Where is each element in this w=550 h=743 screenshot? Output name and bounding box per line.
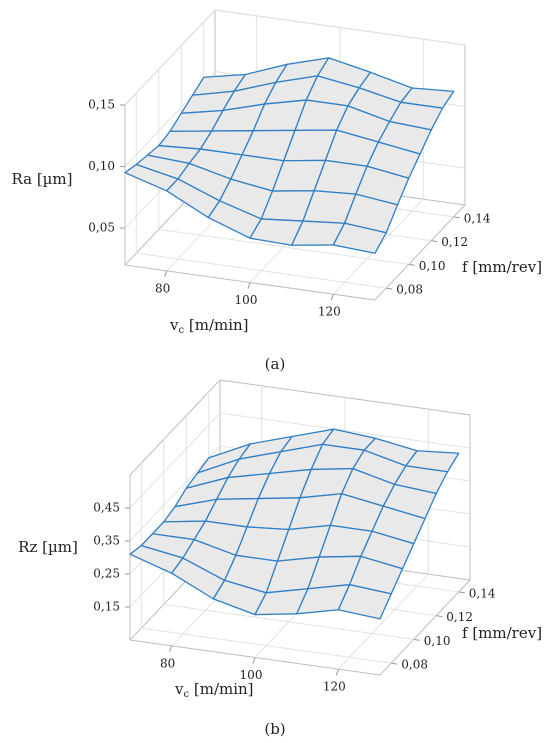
y-grid-line bbox=[135, 93, 387, 289]
y-tick bbox=[453, 216, 460, 219]
y-tick-label: 0,08 bbox=[396, 283, 423, 297]
x-axis-label-part: v bbox=[169, 316, 179, 334]
surface-cell bbox=[337, 584, 392, 620]
box-edge bbox=[129, 379, 221, 476]
x-tick-label: 100 bbox=[235, 293, 258, 307]
y-tick-label: 0,10 bbox=[424, 634, 451, 648]
x-tick bbox=[330, 294, 334, 301]
y-tick bbox=[413, 638, 420, 641]
z-axis-label: Ra [µm] bbox=[11, 170, 72, 188]
y-axis-label: f [mm/rev] bbox=[462, 624, 542, 642]
x-axis-label: vc [m/min] bbox=[169, 316, 249, 336]
caption: (a) bbox=[265, 355, 286, 373]
y-tick bbox=[436, 615, 443, 618]
x-axis-label: vc [m/min] bbox=[174, 680, 254, 700]
z-tick-label: 0,15 bbox=[93, 600, 120, 614]
x-axis-label-part: v bbox=[174, 680, 184, 698]
box-edge bbox=[374, 204, 466, 301]
x-tick-label: 80 bbox=[155, 281, 170, 295]
caption: (b) bbox=[264, 720, 285, 738]
y-grid-line bbox=[163, 439, 414, 640]
surface-cell bbox=[332, 222, 387, 254]
x-tick-label: 80 bbox=[160, 656, 175, 670]
y-tick-label: 0,12 bbox=[446, 610, 473, 624]
x-tick-label: 100 bbox=[240, 668, 263, 682]
z-tick-label: 0,10 bbox=[88, 159, 115, 173]
y-tick bbox=[408, 263, 415, 266]
y-tick-label: 0,14 bbox=[464, 211, 491, 225]
x-axis-label-part: c bbox=[183, 689, 189, 700]
z-tick-label: 0,25 bbox=[93, 567, 120, 581]
y-grid-line bbox=[140, 463, 392, 664]
x-axis-label-part: [m/min] bbox=[189, 680, 253, 698]
x-tick bbox=[252, 657, 256, 664]
box-edge bbox=[379, 579, 471, 676]
y-axis-label: f [mm/rev] bbox=[462, 258, 542, 276]
y-tick-label: 0,08 bbox=[401, 658, 428, 672]
z-grid-line bbox=[129, 412, 471, 509]
x-tick-label: 120 bbox=[318, 305, 341, 319]
z-grid-line bbox=[124, 9, 466, 106]
y-grid-line bbox=[158, 69, 409, 265]
y-tick-label: 0,14 bbox=[469, 586, 496, 600]
x-axis-label-part: [m/min] bbox=[184, 316, 248, 334]
x-tick bbox=[247, 282, 251, 289]
y-tick bbox=[386, 287, 393, 290]
x-axis-label-part: c bbox=[178, 325, 184, 336]
x-tick bbox=[335, 669, 339, 676]
x-tick-label: 120 bbox=[323, 680, 346, 694]
z-tick-label: 0,45 bbox=[93, 501, 120, 515]
x-tick bbox=[164, 270, 168, 277]
y-tick bbox=[431, 240, 438, 243]
y-tick-label: 0,12 bbox=[441, 235, 468, 249]
y-tick bbox=[458, 591, 465, 594]
z-tick-label: 0,35 bbox=[93, 534, 120, 548]
x-tick bbox=[169, 645, 173, 652]
z-tick-label: 0,15 bbox=[88, 98, 115, 112]
y-tick bbox=[391, 662, 398, 665]
z-tick-label: 0,05 bbox=[88, 221, 115, 235]
z-axis-label: Rz [µm] bbox=[18, 538, 78, 556]
y-tick-label: 0,10 bbox=[419, 259, 446, 273]
